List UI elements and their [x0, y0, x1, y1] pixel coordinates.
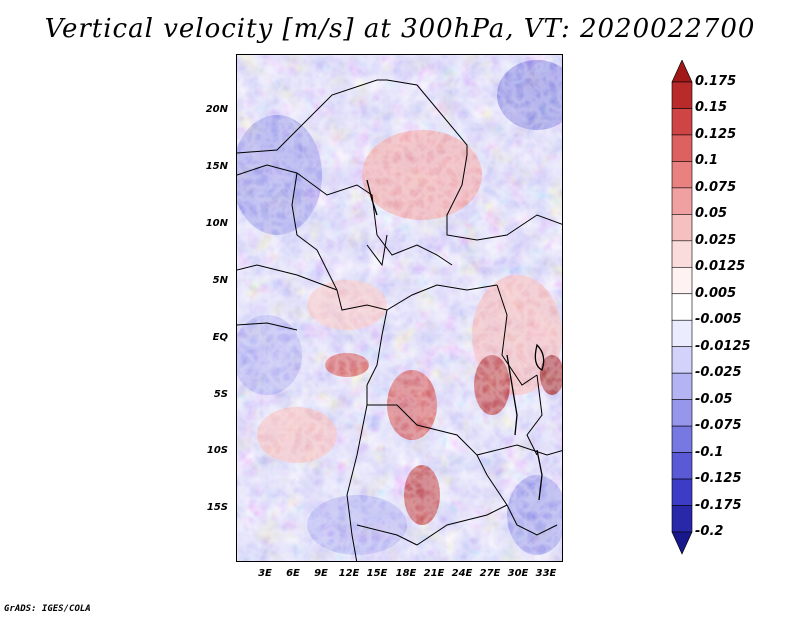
- lat-label-5n: 5N: [212, 275, 228, 286]
- colorbar-bin: [671, 214, 693, 242]
- colorbar-tick-label: -0.1: [695, 444, 724, 460]
- colorbar-tick-label: 0.0125: [695, 259, 746, 275]
- lon-label-15e: 15E: [366, 568, 388, 579]
- colorbar-bin: [671, 531, 693, 555]
- colorbar-tick-label: 0.175: [695, 74, 737, 89]
- colorbar-bin: [671, 478, 693, 506]
- colorbar-tick-label: 0.15: [695, 100, 728, 116]
- lat-label-10s: 10S: [206, 445, 228, 456]
- colorbar-tick-label: 0.1: [695, 153, 719, 169]
- colorbar-tick-label: -0.075: [695, 418, 742, 434]
- colorbar-bin: [671, 452, 693, 480]
- colorbar-tick-label: -0.175: [695, 497, 742, 513]
- grads-credit: GrADS: IGES/COLA: [4, 604, 91, 614]
- colorbar-bin: [671, 293, 693, 321]
- lon-label-30e: 30E: [507, 568, 529, 579]
- lon-label-3e: 3E: [258, 568, 272, 579]
- colorbar-bin: [671, 425, 693, 453]
- lat-label-eq: EQ: [212, 332, 228, 343]
- colorbar-tick-label: -0.125: [695, 471, 742, 487]
- lat-label-5s: 5S: [213, 389, 228, 400]
- lon-label-33e: 33E: [535, 568, 557, 579]
- lat-label-10n: 10N: [205, 218, 228, 229]
- colorbar-bin: [671, 60, 693, 83]
- lat-label-15n: 15N: [205, 161, 228, 172]
- colorbar-bin: [671, 266, 693, 295]
- colorbar-bin: [671, 346, 693, 374]
- colorbar-tick-label: -0.2: [695, 524, 724, 539]
- colorbar-tick-label: 0.075: [695, 179, 737, 195]
- colorbar-bin: [671, 187, 693, 215]
- colorbar: [671, 60, 693, 555]
- fine-structure: [237, 55, 562, 561]
- colorbar-bin: [671, 81, 693, 109]
- colorbar-bin: [671, 134, 693, 162]
- lon-label-18e: 18E: [395, 568, 417, 579]
- plot-title: Vertical velocity [m/s] at 300hPa, VT: 2…: [44, 14, 756, 44]
- colorbar-bin: [671, 399, 693, 427]
- lat-label-15s: 15S: [206, 502, 228, 513]
- colorbar-bin: [671, 505, 693, 533]
- country-borders: [237, 79, 562, 561]
- lake-outlines: [366, 179, 545, 501]
- colorbar-bin: [671, 161, 693, 189]
- lon-label-24e: 24E: [451, 568, 473, 579]
- map-panel[interactable]: [236, 54, 563, 562]
- lon-label-12e: 12E: [338, 568, 360, 579]
- lon-label-9e: 9E: [314, 568, 328, 579]
- colorbar-bin: [671, 108, 693, 136]
- colorbar-tick-label: -0.05: [695, 391, 733, 407]
- colorbar-tick-label: 0.125: [695, 126, 737, 142]
- colorbar-bin: [671, 372, 693, 400]
- lon-label-6e: 6E: [286, 568, 300, 579]
- vertical-velocity-field: [237, 55, 562, 561]
- colorbar-tick-label: -0.0125: [695, 338, 751, 354]
- colorbar-tick-label: -0.025: [695, 365, 742, 381]
- colorbar-tick-label: 0.05: [695, 206, 728, 222]
- colorbar-tick-label: 0.025: [695, 232, 737, 248]
- colorbar-bin: [671, 240, 693, 268]
- lon-label-21e: 21E: [423, 568, 445, 579]
- lat-label-20n: 20N: [205, 104, 228, 115]
- lon-label-27e: 27E: [479, 568, 501, 579]
- colorbar-tick-label: -0.005: [695, 312, 742, 328]
- colorbar-tick-label: 0.005: [695, 285, 737, 301]
- colorbar-segments: [671, 60, 693, 555]
- colorbar-bin: [671, 319, 693, 348]
